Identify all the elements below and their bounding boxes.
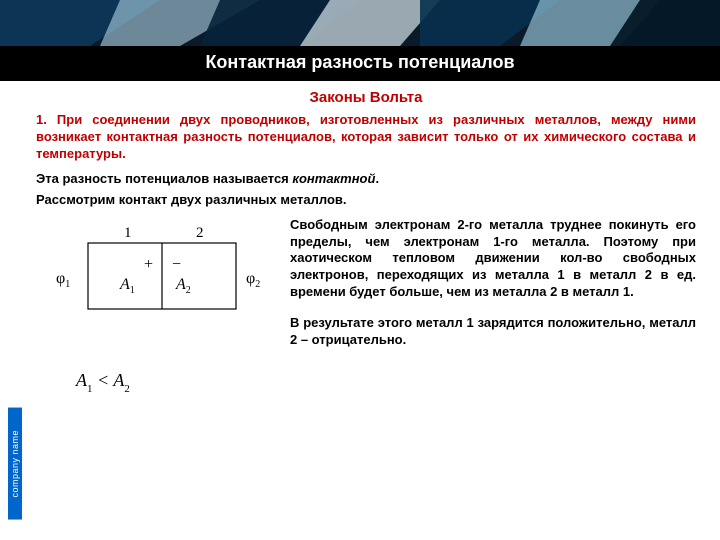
p1-part-c: . (375, 171, 379, 186)
law-1-text: 1. При соединении двух проводников, изго… (36, 112, 696, 163)
slide-title: Контактная разность потенциалов (0, 46, 720, 81)
formula-lhs-sub: 1 (87, 383, 93, 395)
svg-text:+: + (144, 256, 153, 273)
svg-text:A1: A1 (119, 276, 135, 296)
formula-lhs: A (76, 370, 87, 390)
formula-op: < (93, 370, 114, 390)
p1-part-a: Эта разность потенциалов называется (36, 171, 292, 186)
main-explanation: Свободным электронам 2-го металла трудне… (290, 217, 696, 301)
svg-text:φ1: φ1 (56, 270, 70, 290)
company-name-label: company name (8, 408, 22, 520)
diagram-row: 12φ1φ2+−A1A2 A1 < A2 Свободным электрона… (36, 217, 696, 394)
svg-text:−: − (172, 256, 181, 273)
svg-text:A2: A2 (175, 276, 191, 296)
formula-rhs: A (113, 370, 124, 390)
contact-definition: Эта разность потенциалов называется конт… (36, 171, 696, 186)
result-explanation: В результате этого металл 1 зарядится по… (290, 315, 696, 349)
content-area: Законы Вольта 1. При соединении двух про… (0, 81, 720, 393)
explanation-column: Свободным электронам 2-го металла трудне… (290, 217, 696, 394)
consider-contact-text: Рассмотрим контакт двух различных металл… (36, 192, 696, 207)
top-banner (0, 0, 720, 46)
svg-text:φ2: φ2 (246, 270, 260, 290)
banner-graphic (0, 0, 720, 46)
diagram-column: 12φ1φ2+−A1A2 A1 < A2 (36, 217, 276, 394)
p1-part-b: контактной (292, 171, 375, 186)
svg-text:2: 2 (196, 225, 204, 241)
metals-contact-diagram: 1 2 φ1 φ2 + − A1 A2 (36, 217, 276, 347)
work-function-inequality: A1 < A2 (36, 370, 276, 394)
svg-text:1: 1 (124, 225, 132, 241)
subheading: Законы Вольта (36, 89, 696, 106)
formula-rhs-sub: 2 (124, 383, 130, 395)
